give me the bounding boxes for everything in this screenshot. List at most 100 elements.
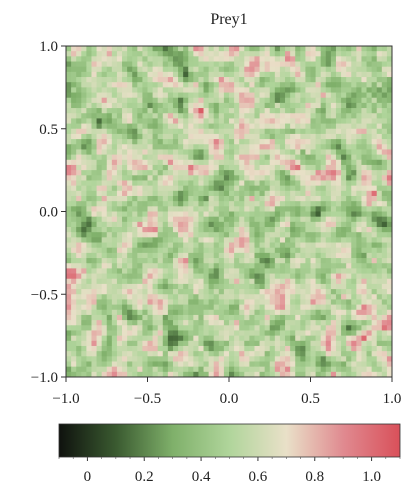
heatmap-cell: [259, 46, 266, 52]
heatmap-cell: [381, 102, 388, 109]
heatmap-cell: [310, 139, 317, 145]
heatmap-cell: [244, 361, 250, 368]
heatmap-cell: [259, 366, 266, 373]
heatmap-cell: [264, 216, 271, 223]
heatmap-cell: [157, 283, 164, 290]
heatmap-cell: [162, 345, 169, 352]
heatmap-cell: [66, 283, 72, 290]
heatmap-cell: [310, 330, 317, 337]
heatmap-cell: [290, 159, 296, 166]
heatmap-cell: [178, 97, 184, 104]
heatmap-cell: [101, 206, 108, 212]
heatmap-cell: [157, 77, 164, 83]
heatmap-cell: [320, 314, 327, 321]
heatmap-cell: [142, 227, 148, 233]
heatmap-cell: [132, 190, 138, 197]
heatmap-cell: [305, 366, 311, 373]
heatmap-cell: [346, 102, 352, 109]
heatmap-cell: [305, 227, 311, 233]
heatmap-cell: [86, 133, 92, 140]
heatmap-cell: [371, 252, 378, 259]
heatmap-cell: [295, 164, 301, 171]
heatmap-cell: [116, 325, 123, 331]
heatmap-cell: [320, 201, 327, 207]
heatmap-cell: [223, 252, 230, 259]
heatmap-cell: [310, 268, 317, 275]
heatmap-cell: [229, 232, 235, 238]
heatmap-cell: [116, 258, 123, 264]
heatmap-cell: [315, 371, 322, 378]
heatmap-cell: [366, 366, 373, 373]
heatmap-cell: [66, 232, 72, 238]
heatmap-cell: [325, 221, 332, 228]
heatmap-cell: [106, 371, 113, 378]
heatmap-cell: [76, 51, 82, 57]
heatmap-cell: [188, 175, 194, 181]
heatmap-cell: [81, 66, 87, 73]
heatmap-cell: [111, 345, 118, 352]
heatmap-cell: [234, 139, 240, 145]
heatmap-cell: [381, 66, 388, 73]
heatmap-cell: [259, 123, 266, 130]
heatmap-cell: [366, 283, 373, 290]
heatmap-cell: [341, 71, 347, 78]
heatmap-cell: [229, 175, 235, 181]
heatmap-cell: [239, 185, 245, 192]
heatmap-cell: [295, 325, 301, 331]
heatmap-cell: [310, 294, 317, 300]
heatmap-cell: [167, 87, 174, 94]
heatmap-cell: [356, 71, 362, 78]
heatmap-cell: [213, 113, 220, 119]
heatmap-cell: [122, 351, 128, 357]
heatmap-cell: [218, 56, 225, 63]
heatmap-cell: [300, 123, 306, 130]
heatmap-cell: [188, 170, 194, 176]
heatmap-cell: [203, 356, 210, 362]
heatmap-cell: [167, 351, 174, 357]
heatmap-cell: [361, 299, 368, 306]
heatmap-cell: [295, 335, 301, 342]
heatmap-cell: [127, 325, 133, 331]
heatmap-cell: [341, 211, 347, 218]
heatmap-cell: [325, 133, 332, 140]
heatmap-cell: [152, 87, 159, 94]
heatmap-cell: [325, 77, 332, 83]
heatmap-cell: [208, 289, 215, 295]
heatmap-cell: [239, 87, 245, 94]
heatmap-cell: [198, 335, 205, 342]
heatmap-cell: [127, 237, 133, 244]
heatmap-cell: [310, 108, 317, 114]
heatmap-cell: [229, 118, 235, 125]
heatmap-cell: [162, 252, 169, 259]
heatmap-cell: [325, 170, 332, 176]
heatmap-cell: [341, 351, 347, 357]
heatmap-cell: [229, 227, 235, 233]
heatmap-cell: [371, 263, 378, 269]
heatmap-cell: [269, 170, 276, 176]
heatmap-cell: [223, 299, 230, 306]
heatmap-cell: [167, 108, 174, 114]
heatmap-cell: [244, 309, 250, 316]
heatmap-cell: [239, 61, 245, 68]
heatmap-cell: [193, 175, 199, 181]
heatmap-cell: [229, 56, 235, 63]
heatmap-cell: [300, 356, 306, 362]
heatmap-cell: [320, 123, 327, 130]
heatmap-cell: [279, 66, 286, 73]
heatmap-cell: [320, 258, 327, 264]
heatmap-cell: [167, 164, 174, 171]
heatmap-cell: [183, 361, 189, 368]
heatmap-cell: [300, 180, 306, 187]
heatmap-cell: [325, 51, 332, 57]
heatmap-cell: [310, 164, 317, 171]
heatmap-cell: [172, 309, 179, 316]
heatmap-cell: [162, 164, 169, 171]
heatmap-cell: [356, 175, 362, 181]
heatmap-cell: [71, 128, 77, 135]
heatmap-cell: [259, 258, 266, 264]
heatmap-cell: [127, 51, 133, 57]
heatmap-cell: [249, 82, 255, 88]
heatmap-cell: [274, 118, 281, 125]
heatmap-cell: [315, 232, 322, 238]
